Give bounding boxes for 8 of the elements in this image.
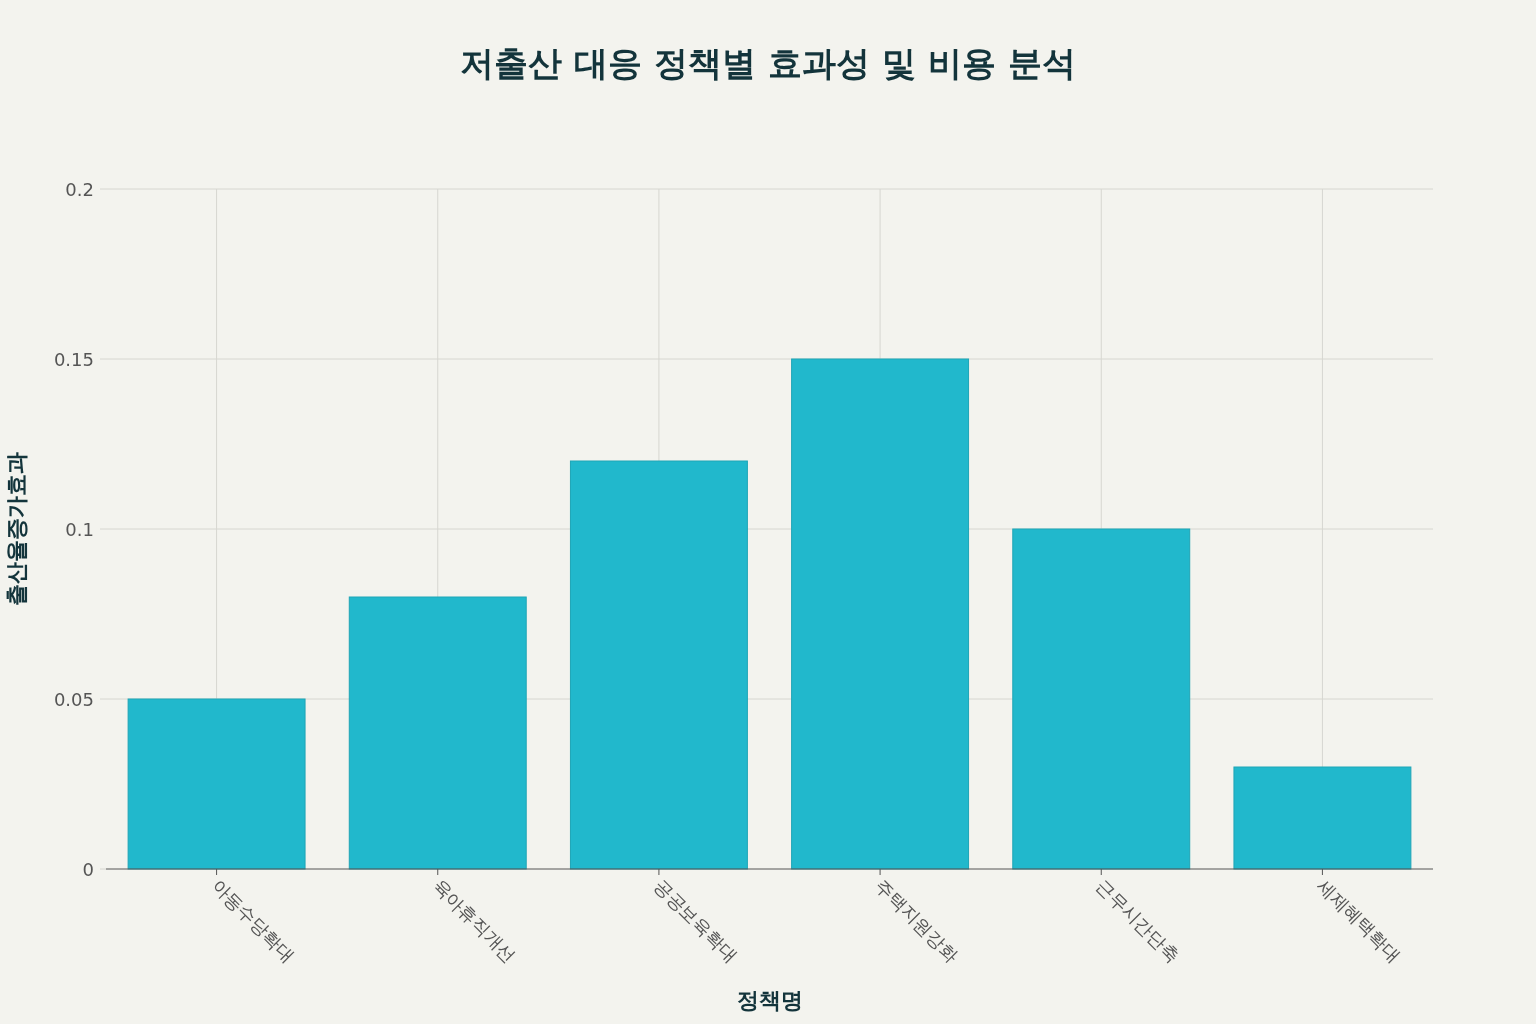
x-axis-title: 정책명 xyxy=(736,987,803,1013)
chart-title: 저출산 대응 정책별 효과성 및 비용 분석 xyxy=(460,43,1076,83)
y-tick-label: 0 xyxy=(82,858,94,880)
y-tick-label: 0.05 xyxy=(53,688,94,710)
y-axis-title: 출산율증가효과 xyxy=(3,452,29,606)
y-tick-label: 0.2 xyxy=(65,178,94,200)
y-tick-label: 0.1 xyxy=(65,518,94,540)
y-tick-label: 0.15 xyxy=(53,348,94,370)
